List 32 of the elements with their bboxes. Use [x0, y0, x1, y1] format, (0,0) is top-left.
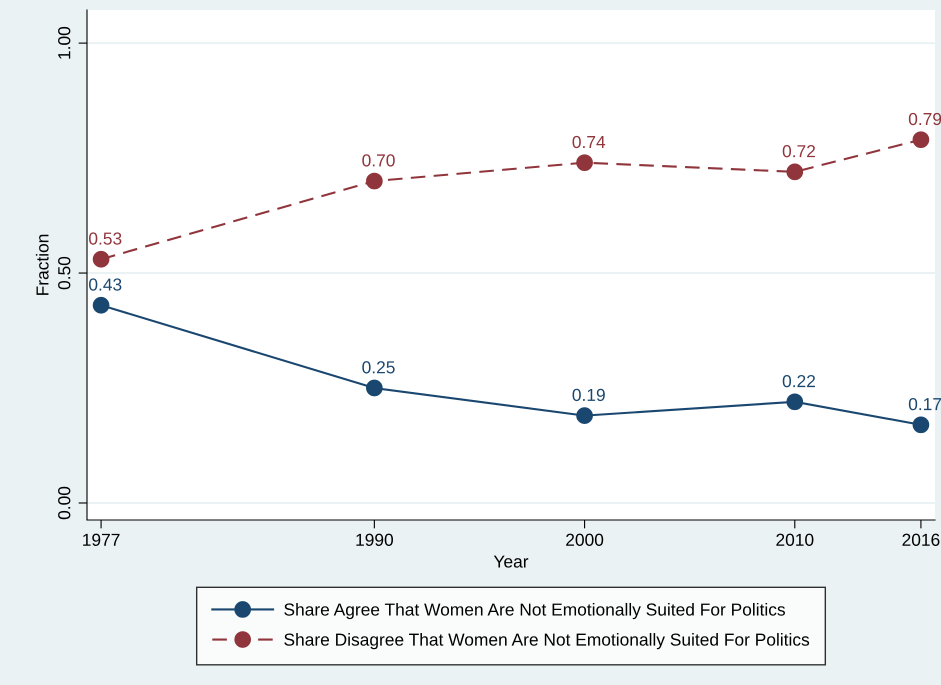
data-label: 0.74: [572, 136, 606, 148]
data-label: 0.53: [89, 232, 122, 245]
x-tick-label: 2016: [902, 534, 940, 546]
y-tick-label: 1.00: [58, 26, 70, 59]
point: [366, 172, 383, 190]
legend-label: Share Agree That Women Are Not Emotionally Suited For Politics: [284, 602, 785, 620]
data-label: 0.72: [782, 145, 815, 158]
x-axis-title: Year: [494, 556, 528, 568]
y-axis-title: Fraction: [36, 234, 49, 295]
point: [576, 407, 593, 424]
data-label: 0.25: [362, 361, 395, 374]
y-tick-label: 0.50: [58, 256, 70, 290]
x-tick-label: 2000: [566, 534, 604, 546]
x-tick-label: 1977: [83, 534, 120, 546]
point: [92, 250, 110, 268]
data-label: 0.79: [908, 112, 941, 126]
legend-label: Share Disagree That Women Are Not Emotionally Suited For Politics: [284, 633, 810, 650]
data-label: 0.19: [572, 388, 605, 402]
point: [92, 296, 110, 314]
data-label: 0.22: [782, 374, 815, 388]
data-label: 0.70: [362, 154, 395, 167]
point: [576, 154, 593, 172]
data-label: 0.43: [89, 278, 122, 291]
point: [912, 416, 930, 434]
point: [786, 164, 804, 180]
data-label: 0.17: [908, 398, 941, 410]
point: [912, 131, 930, 148]
y-tick-label: 0.00: [58, 486, 70, 520]
point: [786, 393, 804, 410]
point: [366, 380, 383, 396]
x-tick-label: 1990: [356, 534, 393, 546]
x-tick-label: 2010: [776, 534, 814, 546]
